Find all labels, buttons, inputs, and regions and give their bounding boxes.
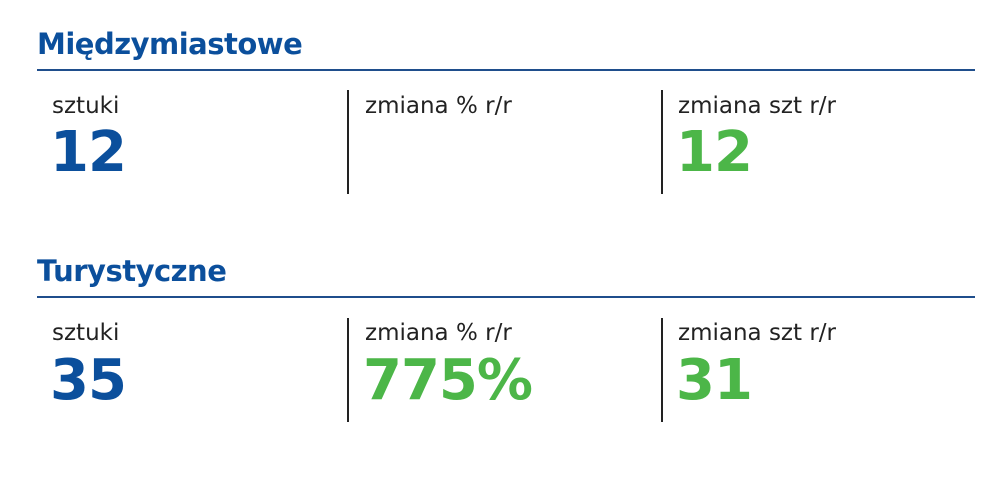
cell-value: 12 bbox=[50, 120, 127, 185]
section-title: Międzymiastowe bbox=[37, 27, 303, 61]
cell-value: 35 bbox=[50, 348, 127, 413]
cell-label: zmiana szt r/r bbox=[678, 320, 836, 346]
cell-value: 12 bbox=[676, 120, 753, 185]
divider bbox=[347, 90, 349, 194]
cell-label: zmiana % r/r bbox=[365, 320, 512, 346]
cell-value: 31 bbox=[676, 348, 753, 413]
cell-label: zmiana szt r/r bbox=[678, 93, 836, 119]
divider bbox=[347, 318, 349, 422]
divider bbox=[661, 90, 663, 194]
section-rule bbox=[37, 296, 975, 298]
cell-label: sztuki bbox=[52, 93, 120, 119]
cell-value: 775% bbox=[363, 348, 533, 413]
divider bbox=[661, 318, 663, 422]
section-title: Turystyczne bbox=[37, 254, 227, 288]
section-rule bbox=[37, 69, 975, 71]
cell-label: sztuki bbox=[52, 320, 120, 346]
cell-label: zmiana % r/r bbox=[365, 93, 512, 119]
